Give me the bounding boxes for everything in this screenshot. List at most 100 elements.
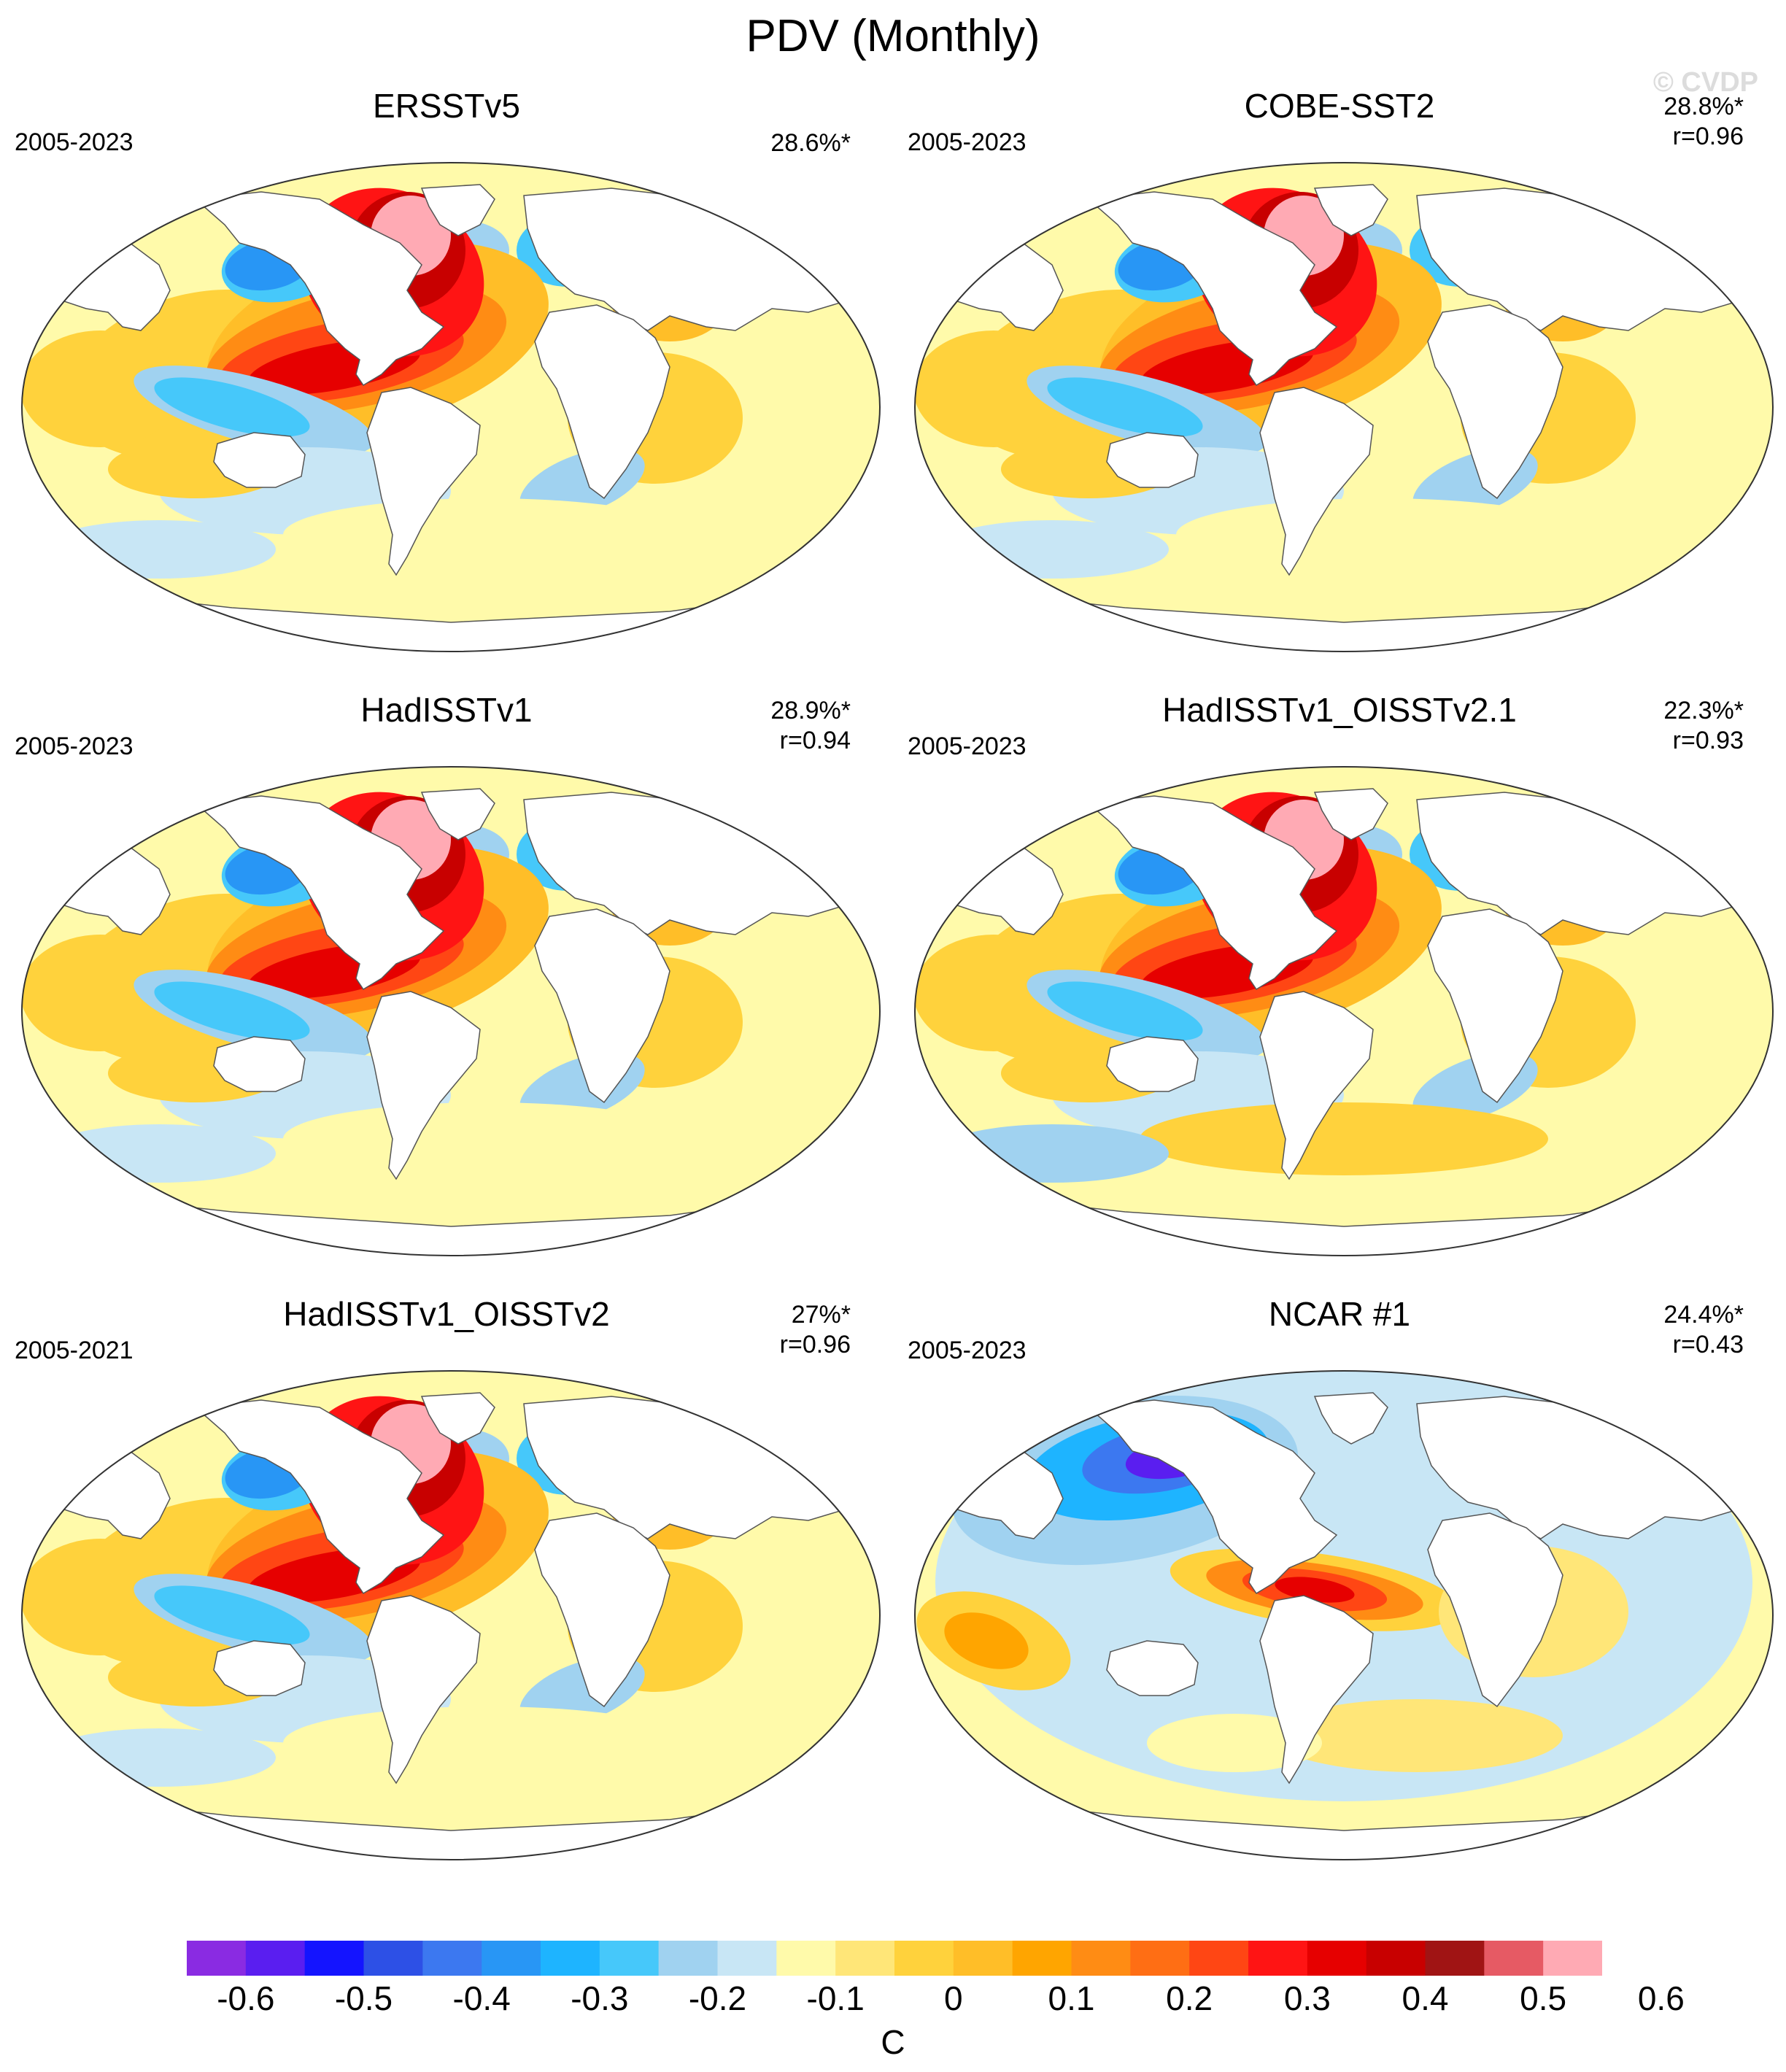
panel-pattern-correlation: r=0.93 [1672, 727, 1744, 755]
panel-period: 2005-2023 [15, 732, 134, 760]
anomaly-contour [22, 1539, 181, 1655]
landmass [1427, 1512, 1563, 1708]
panel-period: 2005-2023 [908, 1337, 1027, 1364]
landmass [1427, 908, 1563, 1104]
panel-title: ERSSTv5 [373, 87, 520, 125]
anomaly-contour [154, 1585, 310, 1645]
colorbar-tick-label: -0.4 [452, 1979, 511, 2017]
landmass [194, 191, 445, 387]
colorbar-swatch [835, 1941, 895, 1976]
world-map [914, 766, 1774, 1256]
colorbar-tick-label: 0.5 [1520, 1979, 1567, 2017]
anomaly-contour [944, 1612, 1029, 1669]
landmass [1106, 1640, 1199, 1696]
colorbar-swatch [599, 1941, 660, 1976]
panel-pattern-correlation: r=0.43 [1672, 1331, 1744, 1359]
anomaly-contour [915, 330, 1074, 447]
landmass [1259, 991, 1374, 1180]
colorbar-swatch [1071, 1941, 1131, 1976]
colorbar-labels: -0.6 -0.5 -0.4 -0.3 -0.2 -0.1 0 0.1 0.2 0.3 0.4 0.5… [0, 1979, 1786, 2022]
colorbar-tick-label: -0.3 [571, 1979, 629, 2017]
world-map [21, 162, 881, 652]
map-border [914, 1370, 1774, 1860]
colorbar-tick-label: -0.2 [688, 1979, 747, 2017]
colorbar-swatch [422, 1941, 482, 1976]
colorbar-swatch [1130, 1941, 1190, 1976]
anomaly-contour [1271, 1699, 1563, 1772]
panel-percent-variance: 27%* [791, 1301, 851, 1329]
panel-pattern-correlation: r=0.94 [779, 727, 851, 755]
panel-period: 2005-2021 [15, 1337, 134, 1364]
panel-percent-variance: 28.9%* [770, 697, 851, 724]
colorbar-swatch [1484, 1941, 1544, 1976]
anomaly-contour [283, 1706, 692, 1779]
colorbar-swatch [363, 1941, 423, 1976]
colorbar-swatch [1543, 1941, 1602, 1976]
world-map [21, 1370, 881, 1860]
colorbar-swatch [1425, 1941, 1485, 1976]
map-panel: NCAR #1 2005-2023 24.4%* r=0.43 [893, 1258, 1786, 1863]
panel-percent-variance: 24.4%* [1663, 1301, 1744, 1329]
panel-stats: 28.6%* [770, 128, 851, 158]
colorbar-swatch [953, 1941, 1013, 1976]
landmass [194, 1399, 445, 1595]
colorbar-swatch [245, 1941, 306, 1976]
anomaly-contour [1176, 498, 1585, 571]
anomaly-contour [935, 1124, 1169, 1183]
anomaly-contour [1275, 1577, 1355, 1603]
panel-stats: 28.9%* r=0.94 [770, 696, 851, 757]
panel-pattern-correlation: r=0.96 [1672, 123, 1744, 151]
colorbar-swatch [1248, 1941, 1308, 1976]
colorbar-tick-label: -0.1 [806, 1979, 865, 2017]
panel-stats: 24.4%* r=0.43 [1663, 1300, 1744, 1361]
landmass [1087, 191, 1338, 387]
colorbar-units: C [881, 2023, 905, 2061]
landmass [1106, 432, 1199, 488]
landmass [1259, 1595, 1374, 1785]
anomaly-contour [283, 498, 692, 571]
landmass [213, 432, 306, 488]
figure-title: PDV (Monthly) [746, 11, 1040, 61]
colorbar-swatch [187, 1941, 247, 1976]
landmass [1259, 387, 1374, 576]
landmass [194, 795, 445, 991]
landmass [366, 1595, 481, 1785]
panel-period: 2005-2023 [908, 732, 1027, 760]
colorbar-tick-label: 0.4 [1402, 1979, 1449, 2017]
landmass [534, 304, 670, 500]
landmass [213, 1036, 306, 1092]
map-panel: HadISSTv1_OISSTv2 2005-2021 27%* r=0.96 [0, 1258, 893, 1863]
panel-stats: 27%* r=0.96 [780, 1300, 851, 1361]
landmass [420, 184, 495, 236]
cvdp-watermark: © CVDP [1652, 67, 1758, 98]
anomaly-contour [935, 520, 1169, 579]
colorbar-tick-label: 0.1 [1048, 1979, 1095, 2017]
landmass [534, 1512, 670, 1708]
colorbar-tick-label: 0 [944, 1979, 963, 2017]
landmass [420, 1392, 495, 1445]
anomaly-contour [22, 330, 181, 447]
landmass [420, 788, 495, 840]
anomaly-contour [1047, 981, 1203, 1041]
landmass [534, 908, 670, 1104]
map-panel: COBE-SST2 2005-2023 28.8%* r=0.96 [893, 50, 1786, 655]
anomaly-contour [42, 1124, 276, 1183]
panel-title: COBE-SST2 [1244, 87, 1435, 125]
colorbar-swatch [1189, 1941, 1249, 1976]
colorbar-swatch [304, 1941, 364, 1976]
panel-stats: 28.8%* r=0.96 [1663, 92, 1744, 152]
map-border [21, 1370, 881, 1860]
colorbar-swatch [1012, 1941, 1072, 1976]
colorbar-swatch [894, 1941, 954, 1976]
landmass [1087, 1399, 1338, 1595]
panel-title: HadISSTv1 [360, 691, 533, 729]
panel-title: HadISSTv1_OISSTv2 [283, 1295, 610, 1333]
colorbar [187, 1941, 1602, 1976]
landmass [1106, 1036, 1199, 1092]
anomaly-contour [42, 520, 276, 579]
panel-percent-variance: 28.6%* [770, 129, 851, 157]
anomaly-contour [154, 377, 310, 437]
colorbar-swatch [776, 1941, 836, 1976]
anomaly-contour [42, 1728, 276, 1787]
panel-title: HadISSTv1_OISSTv2.1 [1162, 691, 1517, 729]
